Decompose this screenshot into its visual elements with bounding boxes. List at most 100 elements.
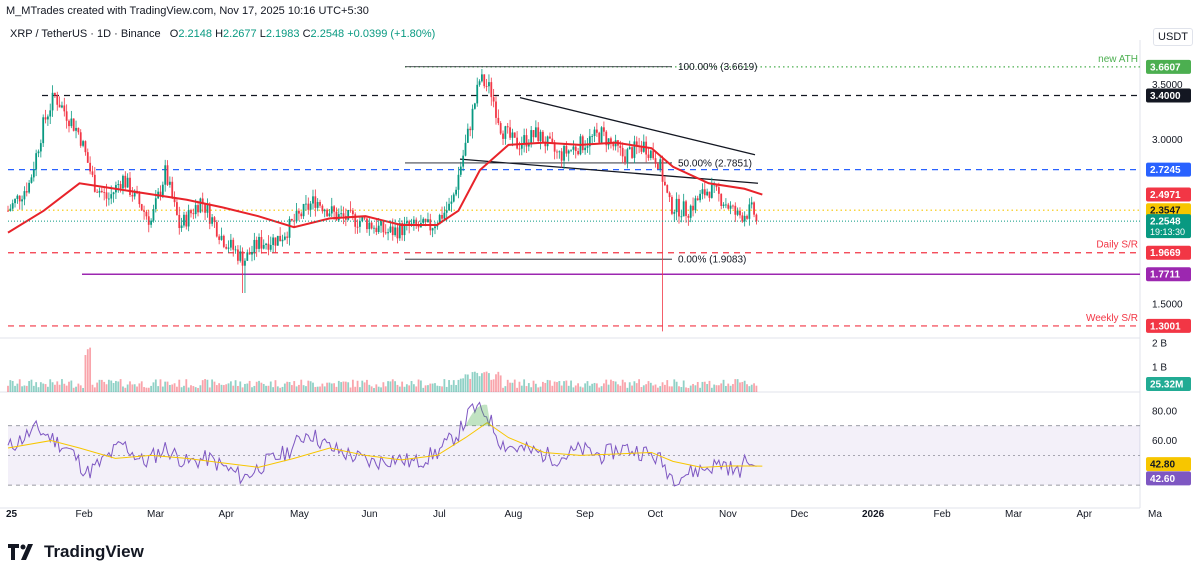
volume-bar	[30, 379, 33, 392]
volume-bar	[185, 379, 188, 392]
volume-bar	[586, 381, 589, 392]
volume-bar	[131, 384, 134, 392]
volume-bar	[694, 385, 697, 392]
volume-bar	[328, 382, 331, 392]
volume-bar	[441, 386, 443, 392]
time-tick-label: Mar	[1005, 509, 1023, 520]
candle-body	[253, 239, 256, 253]
volume-bar	[403, 386, 406, 392]
volume-bar	[112, 383, 115, 392]
candle-body	[626, 149, 629, 163]
candle-body	[192, 213, 195, 215]
candle-body	[544, 143, 547, 147]
volume-bar	[326, 382, 328, 392]
candle-body	[107, 198, 110, 200]
candle-body	[269, 244, 272, 250]
candle-body	[743, 215, 746, 222]
volume-bar	[377, 386, 380, 392]
time-tick-label: Ma	[1148, 509, 1162, 520]
candle-body	[215, 222, 218, 237]
volume-bar	[293, 381, 296, 392]
candle-body	[140, 204, 143, 211]
volume-bar	[572, 387, 575, 392]
volume-bar	[290, 385, 293, 392]
candle-body	[549, 136, 551, 139]
volume-bar	[276, 386, 279, 392]
candle-body	[445, 210, 448, 213]
volume-bar	[281, 386, 284, 392]
tradingview-logo[interactable]: TradingView	[8, 542, 144, 562]
volume-bar	[312, 382, 314, 392]
candle-body	[227, 247, 230, 249]
candle-body	[647, 154, 650, 158]
candle-body	[164, 165, 167, 185]
candle-body	[316, 201, 319, 208]
candle-body	[16, 195, 19, 199]
volume-bar	[164, 381, 167, 392]
volume-bar	[375, 384, 378, 392]
candle-body	[168, 181, 171, 185]
rsi-ma-badge-text: 42.80	[1150, 460, 1175, 471]
volume-bar	[89, 347, 92, 392]
volume-bar	[232, 385, 235, 392]
volume-bar	[159, 379, 162, 392]
candle-body	[527, 144, 530, 147]
candle-body	[488, 82, 490, 87]
time-tick-label: Jul	[433, 509, 446, 520]
candle-body	[342, 213, 345, 217]
volume-bar	[333, 383, 336, 392]
candle-body	[473, 103, 476, 109]
candle-body	[361, 216, 364, 222]
candle-body	[79, 132, 82, 146]
candle-body	[708, 191, 711, 198]
volume-bar	[579, 386, 582, 392]
volume-bar	[14, 385, 16, 392]
volume-bar	[389, 381, 392, 392]
open-value: 2.2148	[178, 28, 212, 40]
rsi-line	[7, 401, 757, 487]
candle-body	[537, 127, 540, 142]
volume-bar	[98, 379, 101, 392]
volume-bar	[361, 380, 364, 392]
candle-body	[656, 163, 659, 170]
volume-bar	[647, 381, 650, 392]
volume-bar	[342, 381, 345, 392]
volume-bar	[436, 385, 439, 392]
volume-bar	[696, 381, 699, 392]
candle-body	[63, 105, 66, 112]
volume-last-badge-text: 25.32M	[1150, 380, 1183, 391]
candle-body	[441, 215, 443, 219]
candle-body	[680, 216, 683, 218]
volume-bar	[309, 381, 312, 392]
candle-body	[86, 152, 89, 163]
rsi-ma-badge-bg	[1146, 457, 1191, 472]
price-badge-new-ath-text: 3.6607	[1150, 62, 1181, 73]
candle-body	[25, 191, 28, 193]
candle-body	[556, 151, 558, 153]
volume-bar	[380, 387, 382, 392]
candle-body	[14, 198, 16, 204]
currency-button[interactable]: USDT	[1153, 28, 1193, 46]
volume-bar	[495, 374, 497, 392]
tradingview-logo-text: TradingView	[44, 542, 144, 561]
price-tick-label: 3.0000	[1152, 135, 1183, 146]
candle-body	[706, 191, 709, 196]
volume-bar	[607, 384, 610, 392]
candle-body	[509, 127, 511, 138]
candle-body	[504, 126, 507, 139]
candle-body	[581, 136, 584, 151]
candle-body	[262, 244, 265, 249]
volume-bar	[262, 383, 265, 392]
volume-bar	[612, 381, 615, 392]
time-tick-label: Apr	[1077, 509, 1093, 520]
price-badge-resistance-2-72: 2.7245	[1146, 162, 1191, 177]
candle-body	[586, 146, 589, 148]
symbol-name[interactable]: XRP / TetherUS · 1D · Binance	[10, 28, 161, 40]
candle-body	[187, 210, 190, 227]
candle-body	[326, 209, 328, 217]
volume-bar	[490, 379, 493, 392]
candle-body	[610, 138, 612, 143]
candle-body	[105, 192, 108, 199]
volume-bar	[492, 379, 495, 392]
